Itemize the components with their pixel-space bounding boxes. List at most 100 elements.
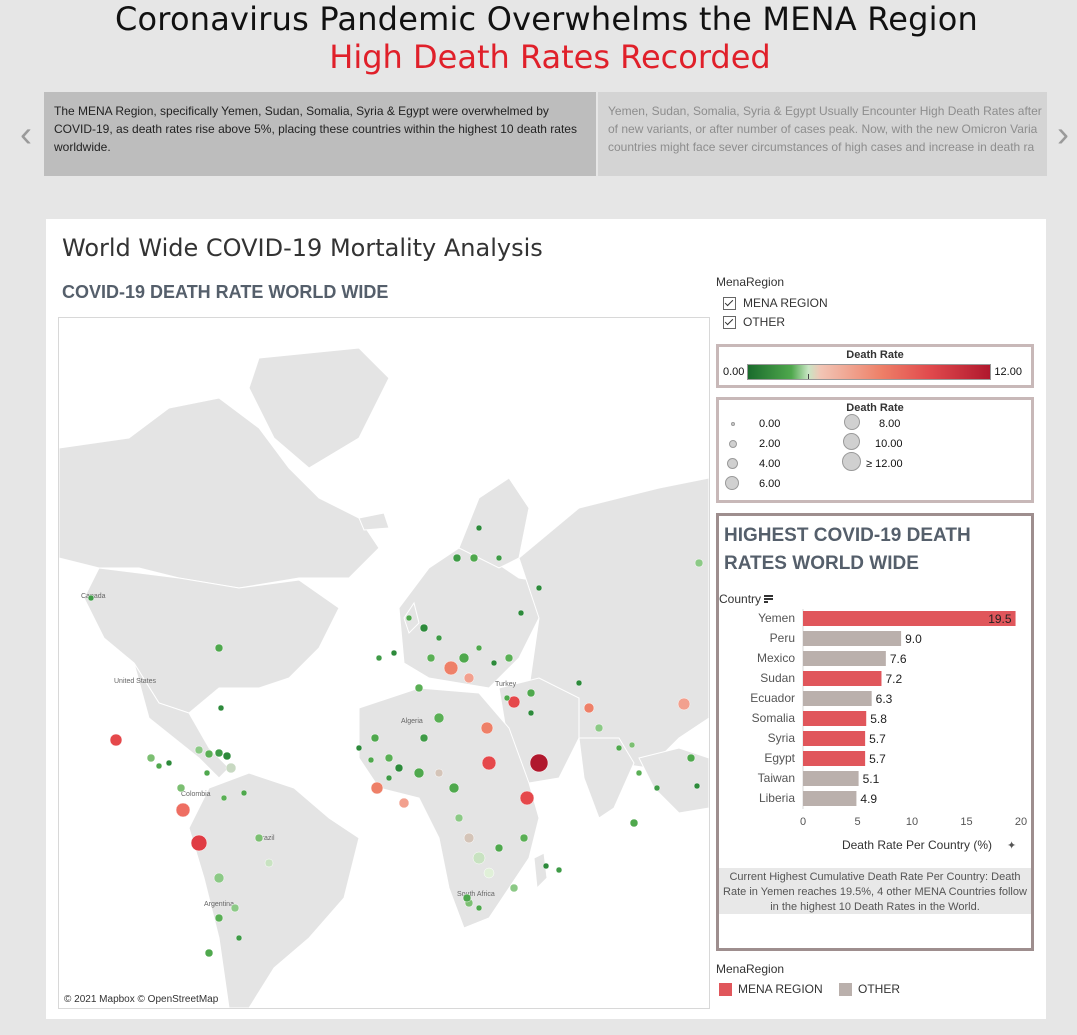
bar-ecuador[interactable] — [803, 691, 872, 706]
filter-option-mena[interactable]: MENA REGION — [723, 296, 828, 310]
country-mark[interactable] — [494, 843, 504, 853]
country-mark[interactable] — [490, 659, 498, 667]
region-legend-item-other[interactable]: OTHER — [839, 982, 900, 996]
country-mark[interactable] — [555, 866, 563, 874]
country-mark[interactable] — [405, 614, 413, 622]
country-mark[interactable] — [463, 672, 475, 684]
bar-egypt[interactable] — [803, 751, 866, 766]
country-mark[interactable] — [615, 744, 623, 752]
bar-somalia[interactable] — [803, 711, 867, 726]
country-mark[interactable] — [529, 753, 549, 773]
country-mark[interactable] — [214, 643, 224, 653]
bar-syria[interactable] — [803, 731, 866, 746]
country-mark[interactable] — [475, 904, 483, 912]
country-mark[interactable] — [175, 802, 191, 818]
region-legend-item-mena[interactable]: MENA REGION — [719, 982, 823, 996]
country-mark[interactable] — [462, 893, 472, 903]
country-mark[interactable] — [220, 794, 228, 802]
country-mark[interactable] — [686, 753, 696, 763]
country-mark[interactable] — [194, 745, 204, 755]
country-mark[interactable] — [448, 782, 460, 794]
country-mark[interactable] — [109, 733, 123, 747]
country-mark[interactable] — [155, 762, 163, 770]
world-map[interactable]: CanadaUnited StatesTurkeyAlgeriaColombia… — [58, 317, 710, 1009]
country-mark[interactable] — [507, 695, 521, 709]
country-mark[interactable] — [469, 553, 479, 563]
country-mark[interactable] — [204, 749, 214, 759]
country-mark[interactable] — [575, 679, 583, 687]
country-mark[interactable] — [222, 751, 232, 761]
country-mark[interactable] — [628, 741, 636, 749]
pin-icon[interactable]: ✦ — [1007, 840, 1016, 852]
country-mark[interactable] — [526, 688, 536, 698]
country-mark[interactable] — [694, 558, 704, 568]
country-mark[interactable] — [629, 818, 639, 828]
country-mark[interactable] — [214, 913, 224, 923]
country-mark[interactable] — [519, 790, 535, 806]
bar-chart[interactable]: Yemen 19.5 Peru 9.0 Mexico 7.6 Sudan 7.2 Ecuador… — [719, 604, 1031, 864]
country-mark[interactable] — [375, 654, 383, 662]
checkbox-checked-icon[interactable] — [723, 315, 736, 329]
country-mark[interactable] — [413, 767, 425, 779]
country-mark[interactable] — [483, 867, 495, 879]
country-mark[interactable] — [458, 652, 470, 664]
country-mark[interactable] — [519, 833, 529, 843]
country-mark[interactable] — [435, 634, 443, 642]
country-mark[interactable] — [542, 862, 550, 870]
country-mark[interactable] — [390, 649, 398, 657]
country-mark[interactable] — [434, 768, 444, 778]
country-mark[interactable] — [204, 948, 214, 958]
country-mark[interactable] — [454, 813, 464, 823]
map-canvas[interactable]: CanadaUnited StatesTurkeyAlgeriaColombia… — [59, 318, 709, 1008]
country-mark[interactable] — [426, 653, 436, 663]
country-mark[interactable] — [385, 774, 393, 782]
country-mark[interactable] — [481, 755, 497, 771]
bar-peru[interactable] — [803, 631, 902, 646]
story-point-next[interactable]: Yemen, Sudan, Somalia, Syria & Egypt Usu… — [598, 92, 1047, 176]
country-mark[interactable] — [653, 784, 661, 792]
country-mark[interactable] — [504, 653, 514, 663]
country-column-header[interactable]: Country — [719, 592, 774, 606]
country-mark[interactable] — [517, 609, 525, 617]
country-mark[interactable] — [472, 851, 486, 865]
country-mark[interactable] — [594, 723, 604, 733]
country-mark[interactable] — [203, 769, 211, 777]
country-mark[interactable] — [384, 753, 394, 763]
country-mark[interactable] — [370, 733, 380, 743]
country-mark[interactable] — [254, 833, 264, 843]
country-mark[interactable] — [419, 623, 429, 633]
story-point-current[interactable]: The MENA Region, specifically Yemen, Sud… — [44, 92, 596, 176]
country-mark[interactable] — [214, 748, 224, 758]
previous-story-button[interactable]: ‹ — [20, 113, 32, 154]
country-mark[interactable] — [414, 683, 424, 693]
country-mark[interactable] — [146, 753, 156, 763]
country-mark[interactable] — [443, 660, 459, 676]
country-mark[interactable] — [87, 594, 95, 602]
country-mark[interactable] — [452, 553, 462, 563]
country-mark[interactable] — [367, 756, 375, 764]
country-mark[interactable] — [693, 782, 701, 790]
country-mark[interactable] — [176, 783, 186, 793]
country-mark[interactable] — [398, 797, 410, 809]
country-mark[interactable] — [235, 934, 243, 942]
country-mark[interactable] — [527, 709, 535, 717]
filter-option-other[interactable]: OTHER — [723, 315, 785, 329]
country-mark[interactable] — [433, 712, 445, 724]
checkbox-checked-icon[interactable] — [723, 296, 736, 310]
country-mark[interactable] — [503, 694, 511, 702]
country-mark[interactable] — [480, 721, 494, 735]
country-mark[interactable] — [463, 832, 475, 844]
country-mark[interactable] — [213, 872, 225, 884]
map-attribution[interactable]: © 2021 Mapbox © OpenStreetMap — [64, 994, 219, 1005]
country-mark[interactable] — [495, 554, 503, 562]
country-mark[interactable] — [370, 781, 384, 795]
country-mark[interactable] — [240, 789, 248, 797]
sort-icon[interactable] — [764, 595, 774, 603]
bar-sudan[interactable] — [803, 671, 882, 686]
bar-mexico[interactable] — [803, 651, 886, 666]
bar-yemen[interactable] — [803, 611, 1016, 626]
country-mark[interactable] — [475, 524, 483, 532]
country-mark[interactable] — [217, 704, 225, 712]
country-mark[interactable] — [419, 733, 429, 743]
country-mark[interactable] — [394, 763, 404, 773]
